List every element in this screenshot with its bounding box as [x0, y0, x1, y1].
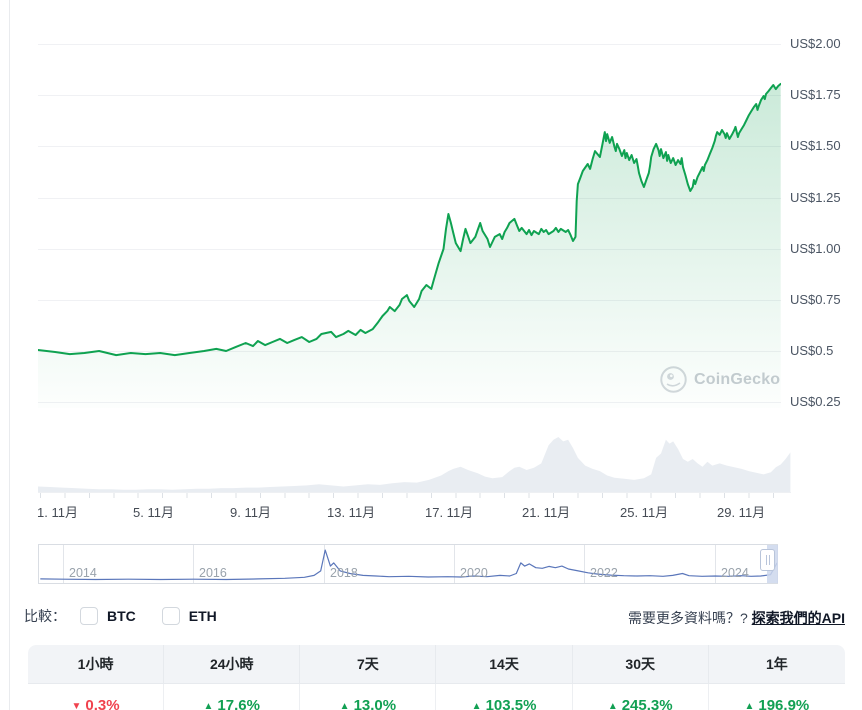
up-arrow-icon: ▲ [471, 701, 482, 710]
api-prompt-text: 需要更多資料嗎？? [627, 610, 752, 626]
price-change-value: ▼ 0.3% [28, 684, 165, 710]
price-change-table-header: 1小時 24小時 7天 14天 30天 1年 [28, 645, 845, 683]
navigator-drag-handle[interactable] [760, 549, 775, 571]
gridline [38, 146, 781, 147]
volume-area-chart[interactable] [38, 430, 791, 493]
price-change-value: ▲ 245.3% [573, 684, 709, 710]
x-axis-label: 1. 11月 [37, 505, 78, 520]
x-axis-label: 25. 11月 [620, 505, 669, 520]
btc-checkbox[interactable] [80, 607, 98, 625]
down-arrow-icon: ▼ [71, 701, 82, 710]
page-edge-divider [9, 0, 10, 710]
x-axis-label: 29. 11月 [717, 505, 766, 520]
up-arrow-icon: ▲ [203, 701, 214, 710]
range-navigator[interactable] [38, 544, 778, 584]
navigator-year-gridline [63, 545, 64, 583]
navigator-year-label: 2024 [721, 566, 749, 580]
y-axis-label: US$1.50 [790, 138, 841, 153]
up-arrow-icon: ▲ [339, 701, 350, 710]
volume-axis-line [38, 492, 791, 493]
y-axis-label: US$0.75 [790, 292, 841, 307]
up-arrow-icon: ▲ [607, 701, 618, 710]
y-axis-label: US$1.00 [790, 241, 841, 256]
navigator-year-label: 2020 [460, 566, 488, 580]
column-header: 1小時 [28, 645, 165, 683]
gridline [38, 249, 781, 250]
column-header: 30天 [573, 645, 709, 683]
column-header: 7天 [300, 645, 437, 683]
navigator-year-gridline [454, 545, 455, 583]
y-axis-label: US$0.5 [790, 343, 834, 358]
compare-option-eth[interactable]: ETH [161, 607, 217, 625]
compare-row: 比較： BTC ETH [24, 606, 243, 626]
x-axis-label: 13. 11月 [327, 505, 376, 520]
gridline [38, 44, 781, 45]
navigator-year-gridline [193, 545, 194, 583]
api-prompt: 需要更多資料嗎？? 探索我們的API [628, 608, 845, 628]
x-axis-label: 9. 11月 [230, 505, 271, 520]
navigator-year-gridline [584, 545, 585, 583]
price-change-value: ▲ 103.5% [436, 684, 573, 710]
navigator-year-gridline [715, 545, 716, 583]
column-header: 14天 [436, 645, 573, 683]
y-axis-label: US$1.75 [790, 87, 841, 102]
btc-checkbox-label[interactable]: BTC [107, 608, 136, 624]
navigator-year-label: 2018 [330, 566, 358, 580]
navigator-line-chart[interactable] [39, 545, 777, 583]
navigator-year-gridline [324, 545, 325, 583]
column-header: 24小時 [164, 645, 301, 683]
navigator-year-label: 2014 [69, 566, 97, 580]
explore-api-link[interactable]: 探索我們的API [751, 610, 845, 626]
compare-option-btc[interactable]: BTC [80, 607, 136, 625]
navigator-year-label: 2016 [199, 566, 227, 580]
x-axis-label: 21. 11月 [522, 505, 571, 520]
navigator-year-label: 2022 [590, 566, 618, 580]
up-arrow-icon: ▲ [744, 701, 755, 710]
price-area-chart[interactable] [38, 33, 781, 413]
price-change-table: 1小時 24小時 7天 14天 30天 1年 ▼ 0.3% ▲ 17.6% ▲ 13.… [28, 645, 845, 710]
y-axis-label: US$0.25 [790, 394, 841, 409]
y-axis-label: US$1.25 [790, 190, 841, 205]
y-axis-label: US$2.00 [790, 36, 841, 51]
x-axis-label: 17. 11月 [425, 505, 474, 520]
gridline [38, 198, 781, 199]
volume-axis-ticks [40, 493, 790, 498]
column-header: 1年 [765, 656, 788, 672]
compare-label: 比較： [24, 608, 66, 624]
x-axis-label: 5. 11月 [133, 505, 174, 520]
gridline [38, 95, 781, 96]
price-change-table-values: ▼ 0.3% ▲ 17.6% ▲ 13.0% ▲ 103.5% ▲ 245.3% ▲ 196… [28, 683, 845, 710]
eth-checkbox-label[interactable]: ETH [188, 608, 217, 624]
price-change-value: ▲ 17.6% [164, 684, 301, 710]
price-change-value: ▲ 196.9% [744, 697, 810, 710]
price-change-value: ▲ 13.0% [300, 684, 437, 710]
eth-checkbox[interactable] [161, 607, 180, 625]
